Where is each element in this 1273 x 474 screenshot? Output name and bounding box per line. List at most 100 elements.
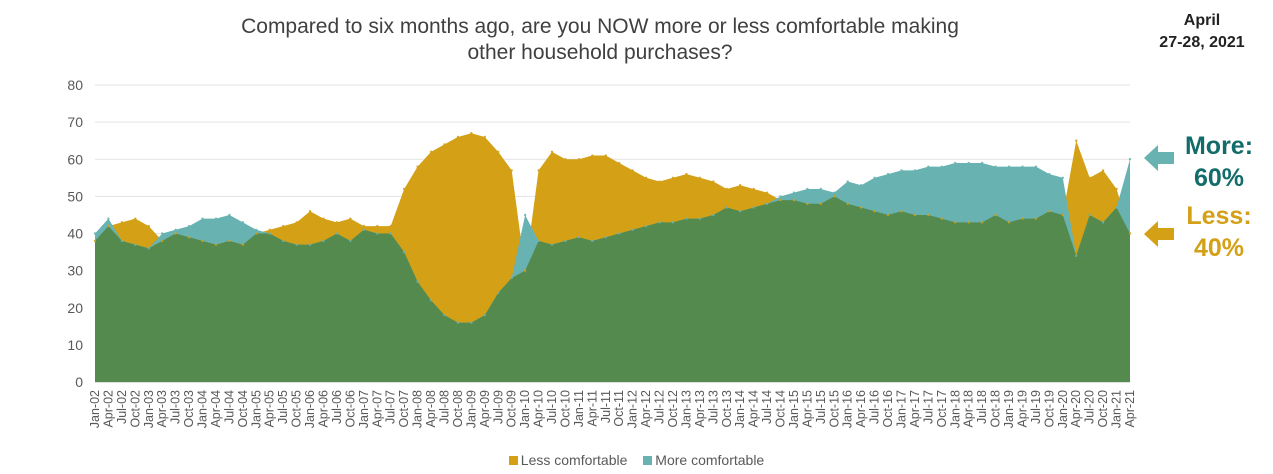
x-tick-label-Oct-06: Oct-06 (343, 390, 357, 428)
data-point-less-Oct-14 (779, 198, 782, 202)
x-tick-label-Jul-14: Jul-14 (760, 390, 774, 424)
data-point-more-Apr-06 (322, 239, 325, 243)
x-tick-label-Apr-04: Apr-04 (209, 390, 223, 428)
data-point-more-Apr-08 (429, 299, 433, 302)
data-point-more-Jul-06 (335, 232, 339, 235)
data-point-more-Oct-04 (241, 221, 245, 224)
data-point-more-Jan-08 (416, 280, 419, 283)
data-point-more-Apr-05 (268, 232, 271, 235)
data-point-more-Oct-09 (510, 276, 513, 280)
data-point-less-Jan-02 (93, 239, 97, 243)
data-point-less-Jan-03 (147, 224, 150, 228)
x-tick-label-Jul-10: Jul-10 (545, 390, 559, 424)
data-point-more-Oct-15 (833, 191, 836, 194)
x-tick-label-Jan-17: Jan-17 (894, 390, 908, 428)
x-tick-label-Jan-12: Jan-12 (626, 390, 640, 428)
data-point-less-Jan-10 (523, 269, 527, 272)
data-point-more-Jul-19 (1034, 165, 1038, 168)
x-tick-label-Oct-17: Oct-17 (935, 390, 949, 428)
data-point-less-Oct-20 (1101, 169, 1105, 172)
x-tick-label-Jan-08: Jan-08 (411, 390, 425, 428)
data-point-less-Apr-06 (322, 217, 325, 220)
data-point-less-Apr-05 (268, 228, 271, 231)
legend-swatch-more (643, 456, 653, 465)
x-tick-label-Oct-14: Oct-14 (774, 390, 788, 428)
data-point-more-Oct-14 (779, 195, 782, 198)
x-tick-label-Oct-20: Oct-20 (1096, 390, 1110, 428)
data-point-less-Apr-09 (483, 135, 487, 139)
data-point-more-Jan-19 (1007, 165, 1011, 168)
data-point-more-Jan-03 (147, 247, 150, 250)
x-tick-label-Oct-19: Oct-19 (1042, 390, 1056, 428)
chart-title-line-1: Compared to six months ago, are you NOW … (241, 15, 959, 38)
data-point-more-Apr-03 (161, 232, 164, 235)
data-point-more-Oct-02 (134, 243, 137, 246)
data-point-more-Jan-21 (1115, 206, 1118, 209)
data-point-more-Jul-15 (819, 187, 823, 191)
data-point-less-Apr-04 (214, 243, 218, 246)
x-tick-label-Apr-12: Apr-12 (639, 390, 653, 428)
data-point-less-Apr-02 (107, 224, 110, 228)
data-point-more-Jul-18 (980, 161, 984, 165)
survey-date-days: 27-28, 2021 (1159, 34, 1245, 51)
data-point-less-Jul-02 (120, 221, 124, 224)
data-point-less-Jan-11 (577, 158, 581, 161)
data-point-less-Jul-07 (389, 224, 392, 228)
data-point-less-Jul-13 (712, 180, 715, 183)
x-tick-label-Oct-03: Oct-03 (182, 390, 196, 428)
x-tick-label-Oct-16: Oct-16 (881, 390, 895, 428)
data-point-more-Oct-10 (564, 239, 567, 243)
data-point-more-Oct-11 (618, 232, 621, 235)
x-tick-label-Jan-18: Jan-18 (948, 390, 962, 428)
data-point-less-Apr-14 (752, 187, 755, 191)
data-point-less-Jan-19 (1007, 221, 1011, 224)
x-tick-label-Jan-11: Jan-11 (572, 390, 586, 427)
x-tick-label-Jul-16: Jul-16 (868, 390, 882, 424)
data-point-less-Jan-16 (846, 202, 849, 205)
data-point-less-Jul-09 (497, 150, 500, 154)
x-tick-label-Jan-03: Jan-03 (142, 390, 156, 428)
data-point-more-Oct-06 (349, 239, 352, 243)
x-tick-label-Jan-20: Jan-20 (1056, 390, 1070, 428)
data-point-less-Oct-02 (134, 217, 137, 220)
x-tick-label-Oct-09: Oct-09 (505, 390, 519, 428)
x-tick-label-Apr-03: Apr-03 (155, 390, 169, 428)
survey-date-month: April (1183, 12, 1221, 29)
data-point-less-Apr-08 (429, 150, 433, 154)
data-point-more-Apr-20 (1075, 254, 1078, 257)
data-point-more-Oct-18 (994, 165, 997, 168)
x-tick-label-Oct-08: Oct-08 (451, 390, 465, 428)
data-point-more-Apr-16 (859, 184, 863, 187)
data-point-more-Jul-04 (228, 213, 231, 217)
data-point-less-Jul-20 (1088, 176, 1091, 180)
data-point-less-Jan-06 (308, 210, 312, 213)
x-tick-label-Apr-07: Apr-07 (370, 390, 384, 428)
less-callout-label: Less: (1186, 202, 1252, 230)
x-tick-label-Jan-04: Jan-04 (196, 390, 210, 428)
more-arrow-icon (1144, 145, 1174, 171)
data-point-less-Apr-16 (859, 206, 863, 209)
data-point-more-Oct-03 (187, 224, 191, 228)
data-point-more-Jul-07 (389, 232, 392, 235)
data-point-more-Apr-02 (107, 217, 110, 220)
x-tick-label-Jan-13: Jan-13 (679, 390, 693, 428)
x-tick-label-Jul-02: Jul-02 (115, 390, 129, 424)
x-tick-label-Apr-08: Apr-08 (424, 390, 438, 428)
data-point-less-Jul-15 (819, 202, 823, 205)
data-point-more-Apr-15 (806, 187, 809, 191)
data-point-more-Jan-10 (523, 213, 527, 217)
data-point-less-Jul-14 (765, 191, 769, 194)
x-tick-label-Oct-07: Oct-07 (397, 390, 411, 428)
data-point-more-Jul-13 (712, 213, 715, 217)
x-tick-label-Jan-19: Jan-19 (1002, 390, 1016, 428)
data-point-less-Apr-07 (376, 224, 379, 228)
survey-date: April 27-28, 2021 (1147, 10, 1257, 54)
data-point-more-Apr-14 (752, 206, 755, 209)
y-tick-label-70: 70 (67, 114, 83, 130)
x-tick-label-Oct-05: Oct-05 (290, 390, 304, 428)
x-tick-label-Jul-05: Jul-05 (276, 390, 290, 424)
legend-label-less: Less comfortable (520, 452, 628, 468)
data-point-less-Jul-10 (550, 150, 554, 154)
x-tick-label-Jul-07: Jul-07 (384, 390, 398, 424)
data-point-less-Apr-18 (967, 221, 970, 224)
